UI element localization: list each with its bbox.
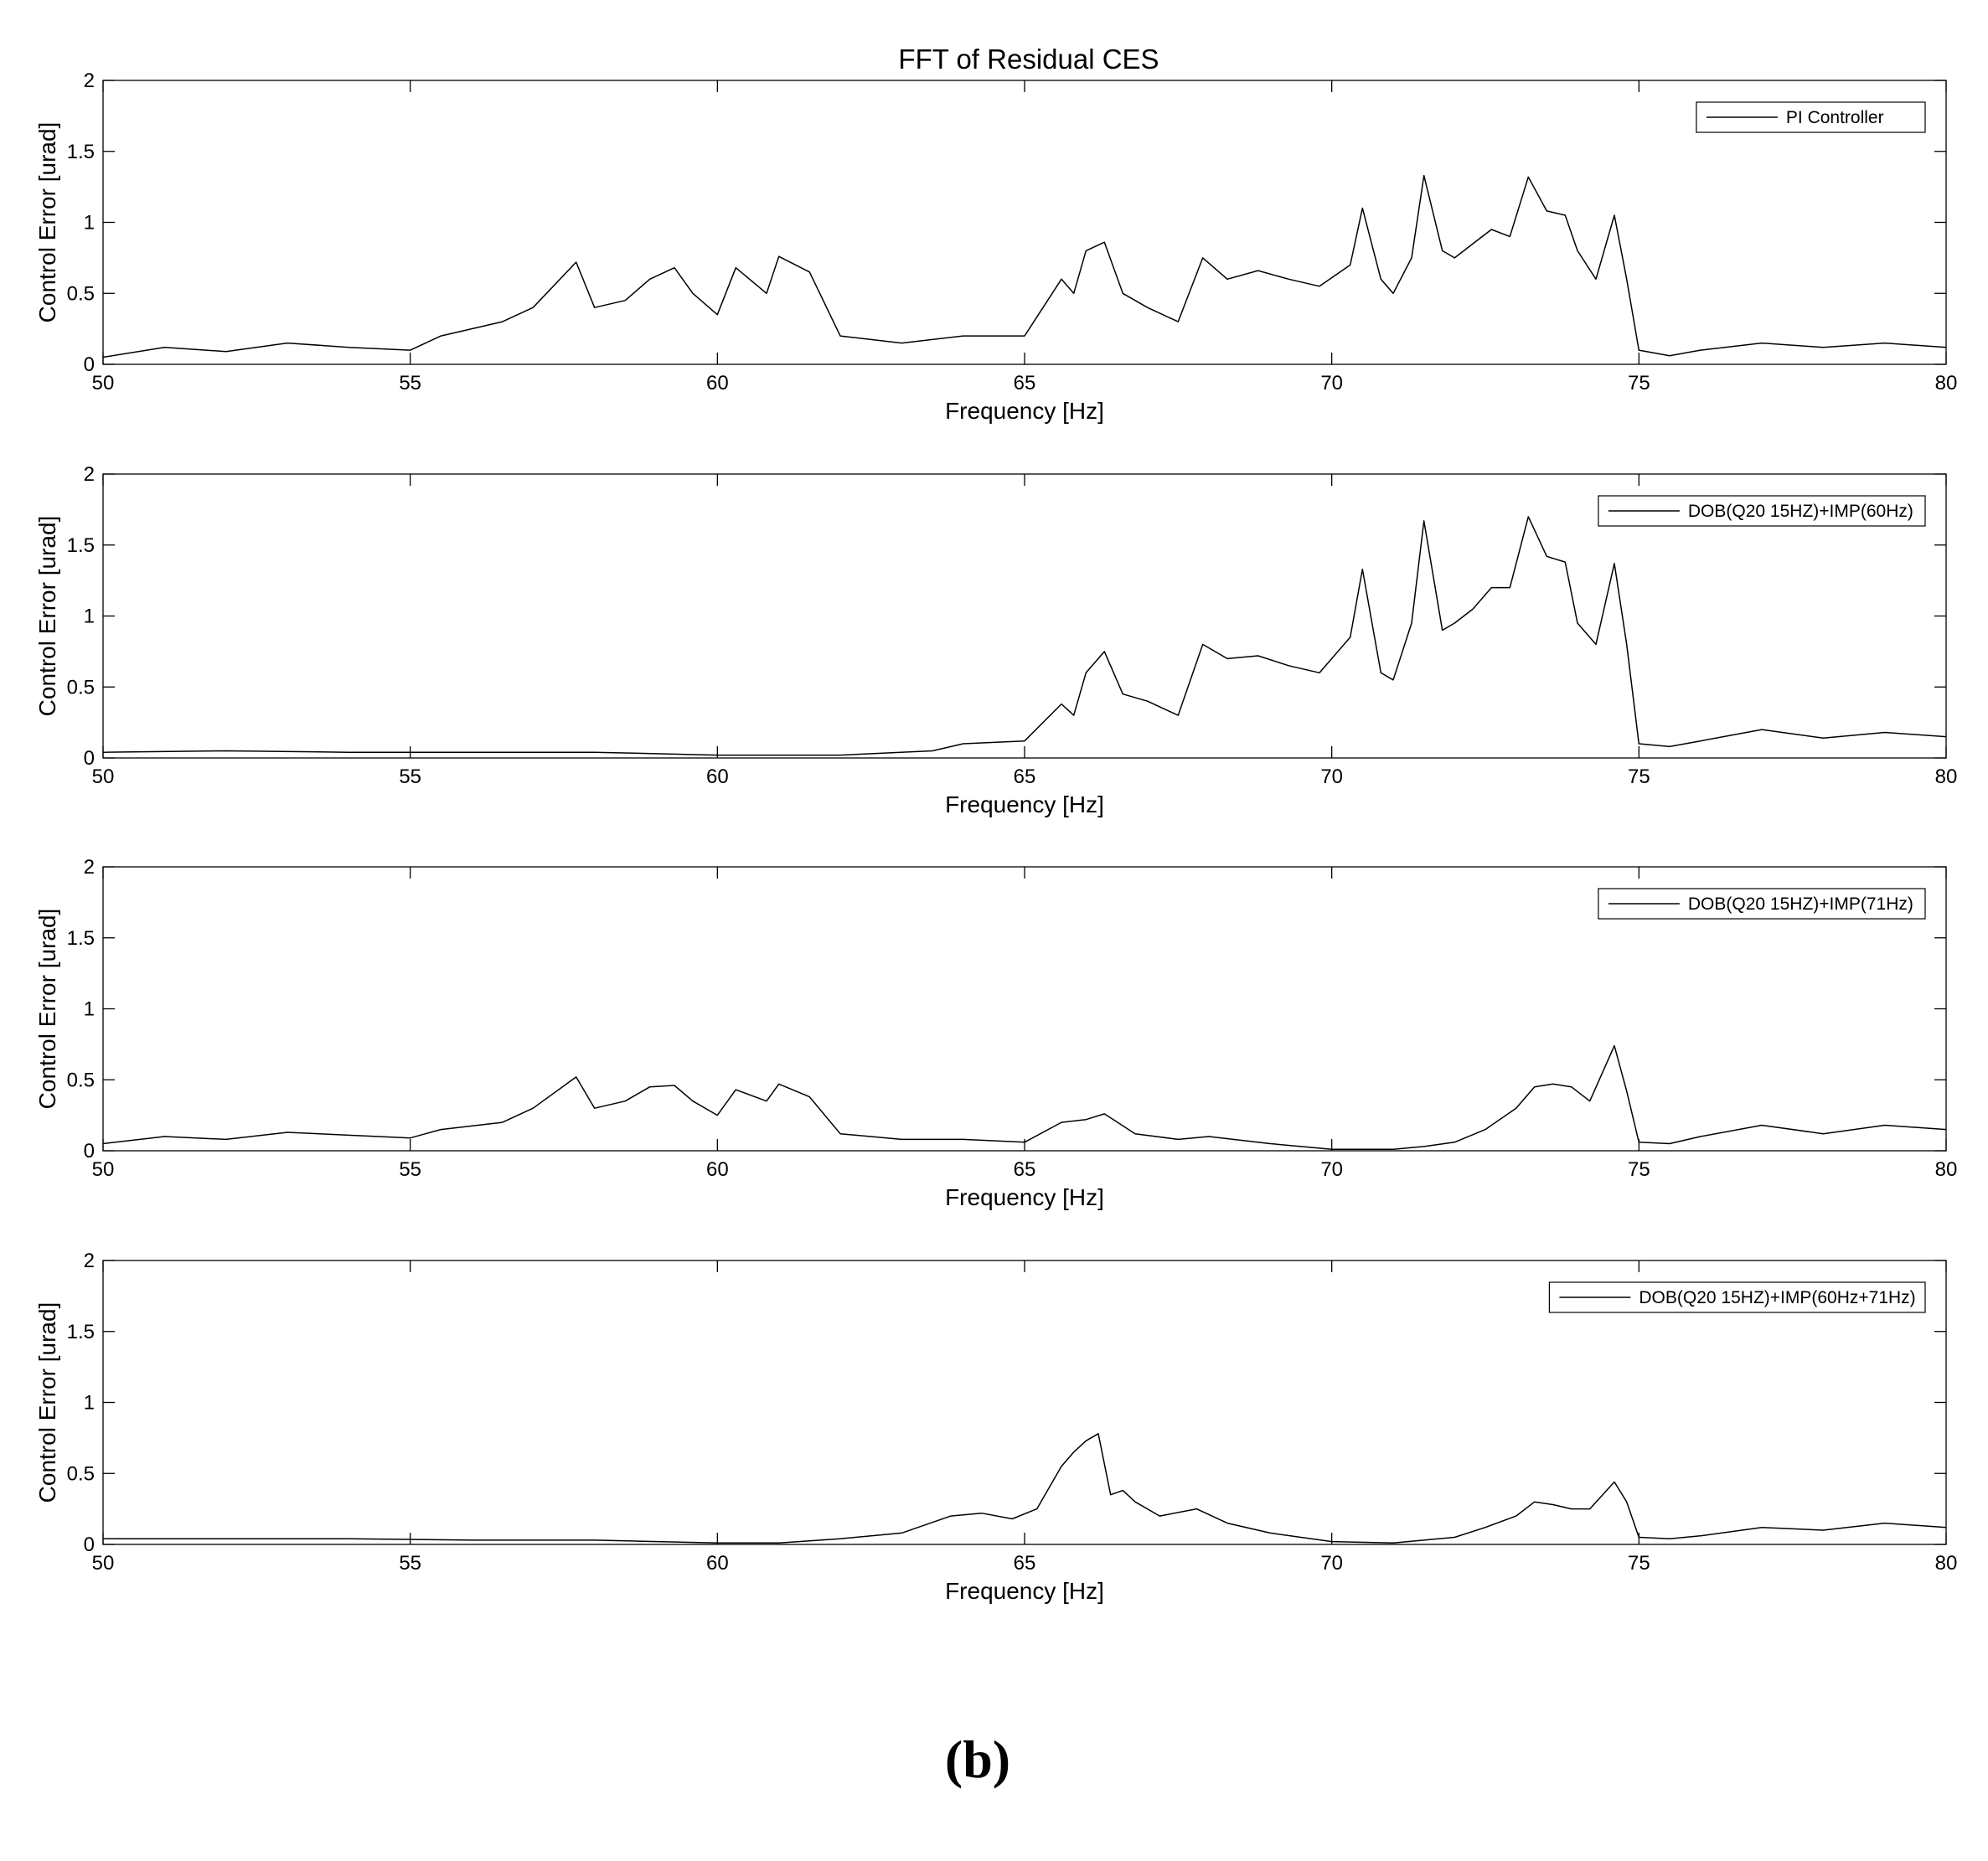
y-tick-label: 0 [84, 1534, 95, 1556]
legend: DOB(Q20 15HZ)+IMP(71Hz) [1598, 888, 1926, 920]
y-tick-label: 0.5 [67, 1069, 95, 1091]
x-tick-label: 60 [706, 1158, 729, 1181]
y-tick-label: 1.5 [67, 141, 95, 163]
legend-box [1548, 1281, 1926, 1313]
x-tick-label: 80 [1935, 766, 1958, 788]
legend-entry: DOB(Q20 15HZ)+IMP(60Hz) [1688, 502, 1913, 521]
subplot-3: 50 55 60 65 70 75 80 0 0.5 1 1.5 2 Frequency [Hz] Con… [34, 856, 1957, 1210]
subplot-1: 50 55 60 65 70 75 80 0 0.5 1 1.5 2 Frequency [Hz] Con… [34, 70, 1957, 424]
figure-title: FFT of Residual CES [898, 44, 1159, 75]
x-tick-label: 55 [399, 1552, 421, 1575]
y-tick-label: 0.5 [67, 676, 95, 699]
y-tick-label: 1.5 [67, 534, 95, 557]
y-tick-label: 1.5 [67, 1321, 95, 1343]
legend-entry: DOB(Q20 15HZ)+IMP(71Hz) [1688, 894, 1913, 914]
y-tick-label: 0 [84, 747, 95, 770]
x-tick-label: 75 [1628, 766, 1650, 788]
y-tick-label: 0.5 [67, 1462, 95, 1485]
x-axis-label: Frequency [Hz] [945, 1184, 1104, 1210]
subplot-4: 50 55 60 65 70 75 80 0 0.5 1 1.5 2 Frequency [Hz] Con… [34, 1250, 1957, 1604]
x-tick-label: 65 [1014, 1552, 1036, 1575]
legend: PI Controller [1696, 101, 1926, 133]
x-tick-label: 50 [92, 1158, 115, 1181]
y-tick-label: 0 [84, 1140, 95, 1162]
series-line [102, 174, 1947, 358]
x-tick-label: 55 [399, 1158, 421, 1181]
x-tick-label: 80 [1935, 1158, 1958, 1181]
x-tick-label: 75 [1628, 1158, 1650, 1181]
x-tick-label: 70 [1320, 1552, 1343, 1575]
panel-label: (b) [945, 1730, 1010, 1789]
series-line [103, 1433, 1947, 1544]
x-tick-label: 55 [399, 766, 421, 788]
y-tick-label: 1.5 [67, 927, 95, 950]
x-tick-label: 60 [706, 1552, 729, 1575]
x-axis-label: Frequency [Hz] [945, 791, 1104, 817]
y-tick-label: 1 [84, 606, 95, 628]
y-tick-label: 2 [84, 856, 95, 879]
x-tick-label: 80 [1935, 372, 1958, 394]
y-axis-label: Control Error [urad] [34, 909, 60, 1110]
x-tick-label: 65 [1014, 766, 1036, 788]
y-tick-label: 1 [84, 998, 95, 1021]
y-tick-label: 0 [84, 353, 95, 376]
y-axis-label: Control Error [urad] [34, 122, 60, 323]
series-line [102, 1044, 1947, 1151]
x-tick-label: 50 [92, 1552, 115, 1575]
y-tick-label: 2 [84, 1250, 95, 1272]
x-tick-label: 50 [92, 766, 115, 788]
y-tick-label: 1 [84, 1392, 95, 1415]
subplot-2: 50 55 60 65 70 75 80 0 0.5 1 1.5 2 Frequency [Hz] Con… [34, 463, 1957, 817]
x-tick-label: 65 [1014, 1158, 1036, 1181]
x-tick-label: 70 [1320, 766, 1343, 788]
legend: DOB(Q20 15HZ)+IMP(60Hz) [1598, 495, 1926, 527]
x-tick-label: 75 [1628, 372, 1650, 394]
x-tick-label: 80 [1935, 1552, 1958, 1575]
x-tick-label: 60 [706, 372, 729, 394]
x-axis-label: Frequency [Hz] [945, 398, 1104, 424]
y-tick-label: 1 [84, 212, 95, 235]
legend-entry: DOB(Q20 15HZ)+IMP(60Hz+71Hz) [1639, 1288, 1915, 1307]
x-tick-label: 50 [92, 372, 115, 394]
x-tick-label: 55 [399, 372, 421, 394]
x-axis-label: Frequency [Hz] [945, 1578, 1104, 1604]
x-tick-label: 65 [1014, 372, 1036, 394]
y-axis-label: Control Error [urad] [34, 516, 60, 717]
x-tick-label: 60 [706, 766, 729, 788]
y-tick-label: 2 [84, 70, 95, 92]
y-tick-label: 0.5 [67, 282, 95, 305]
x-tick-label: 70 [1320, 1158, 1343, 1181]
subplots: 50 55 60 65 70 75 80 0 0.5 1 1.5 2 Frequency [Hz] Con… [34, 70, 1957, 1604]
y-axis-label: Control Error [urad] [34, 1302, 60, 1503]
x-tick-label: 70 [1320, 372, 1343, 394]
series-line [102, 516, 1947, 756]
plot-area-frame [102, 80, 1947, 365]
x-tick-label: 75 [1628, 1552, 1650, 1575]
legend: DOB(Q20 15HZ)+IMP(60Hz+71Hz) [1548, 1281, 1926, 1313]
legend-entry: PI Controller [1786, 108, 1884, 127]
y-tick-label: 2 [84, 463, 95, 486]
